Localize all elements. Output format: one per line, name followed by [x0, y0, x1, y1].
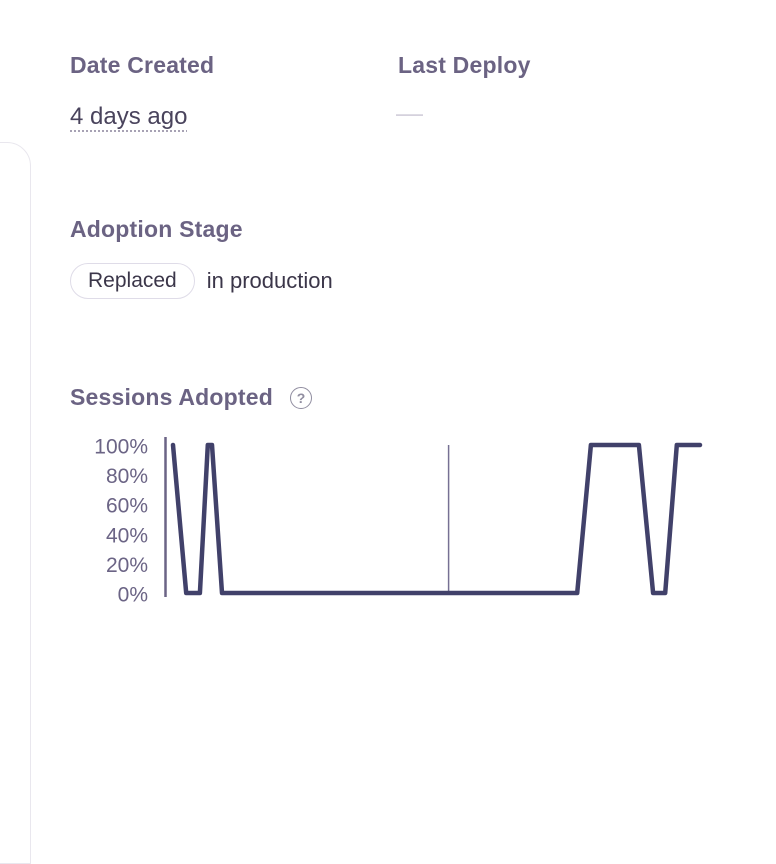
date-created-value[interactable]: 4 days ago — [70, 103, 188, 130]
adoption-stage-label: Adoption Stage — [70, 216, 243, 242]
sessions-adopted-header: Sessions Adopted ? — [70, 384, 312, 411]
last-deploy-label: Last Deploy — [398, 52, 531, 78]
y-axis-tick-label: 40% — [106, 524, 148, 547]
y-axis-tick-label: 80% — [106, 465, 148, 488]
adoption-stage-row: Replaced in production — [70, 263, 333, 299]
sessions-adopted-label: Sessions Adopted — [70, 384, 273, 410]
adoption-line-series — [170, 442, 703, 596]
adoption-stage-suffix: in production — [206, 268, 333, 293]
sessions-adopted-chart: 100% 80% 60% 40% 20% 0% — [94, 436, 703, 607]
model-details-panel: { "meta": { "date_created": { "label": "… — [0, 52, 703, 864]
y-axis-tick-labels: 100% 80% 60% 40% 20% 0% — [94, 436, 148, 607]
help-icon[interactable]: ? — [290, 386, 312, 409]
y-axis-tick-label: 0% — [118, 584, 148, 607]
last-deploy-empty-value: — — [396, 98, 423, 128]
date-created-label: Date Created — [70, 52, 215, 78]
y-axis-tick-label: 60% — [106, 495, 148, 518]
y-axis-tick-label: 100% — [94, 436, 148, 459]
y-axis-tick-label: 20% — [106, 554, 148, 577]
adoption-stage-badge: Replaced — [70, 263, 195, 299]
